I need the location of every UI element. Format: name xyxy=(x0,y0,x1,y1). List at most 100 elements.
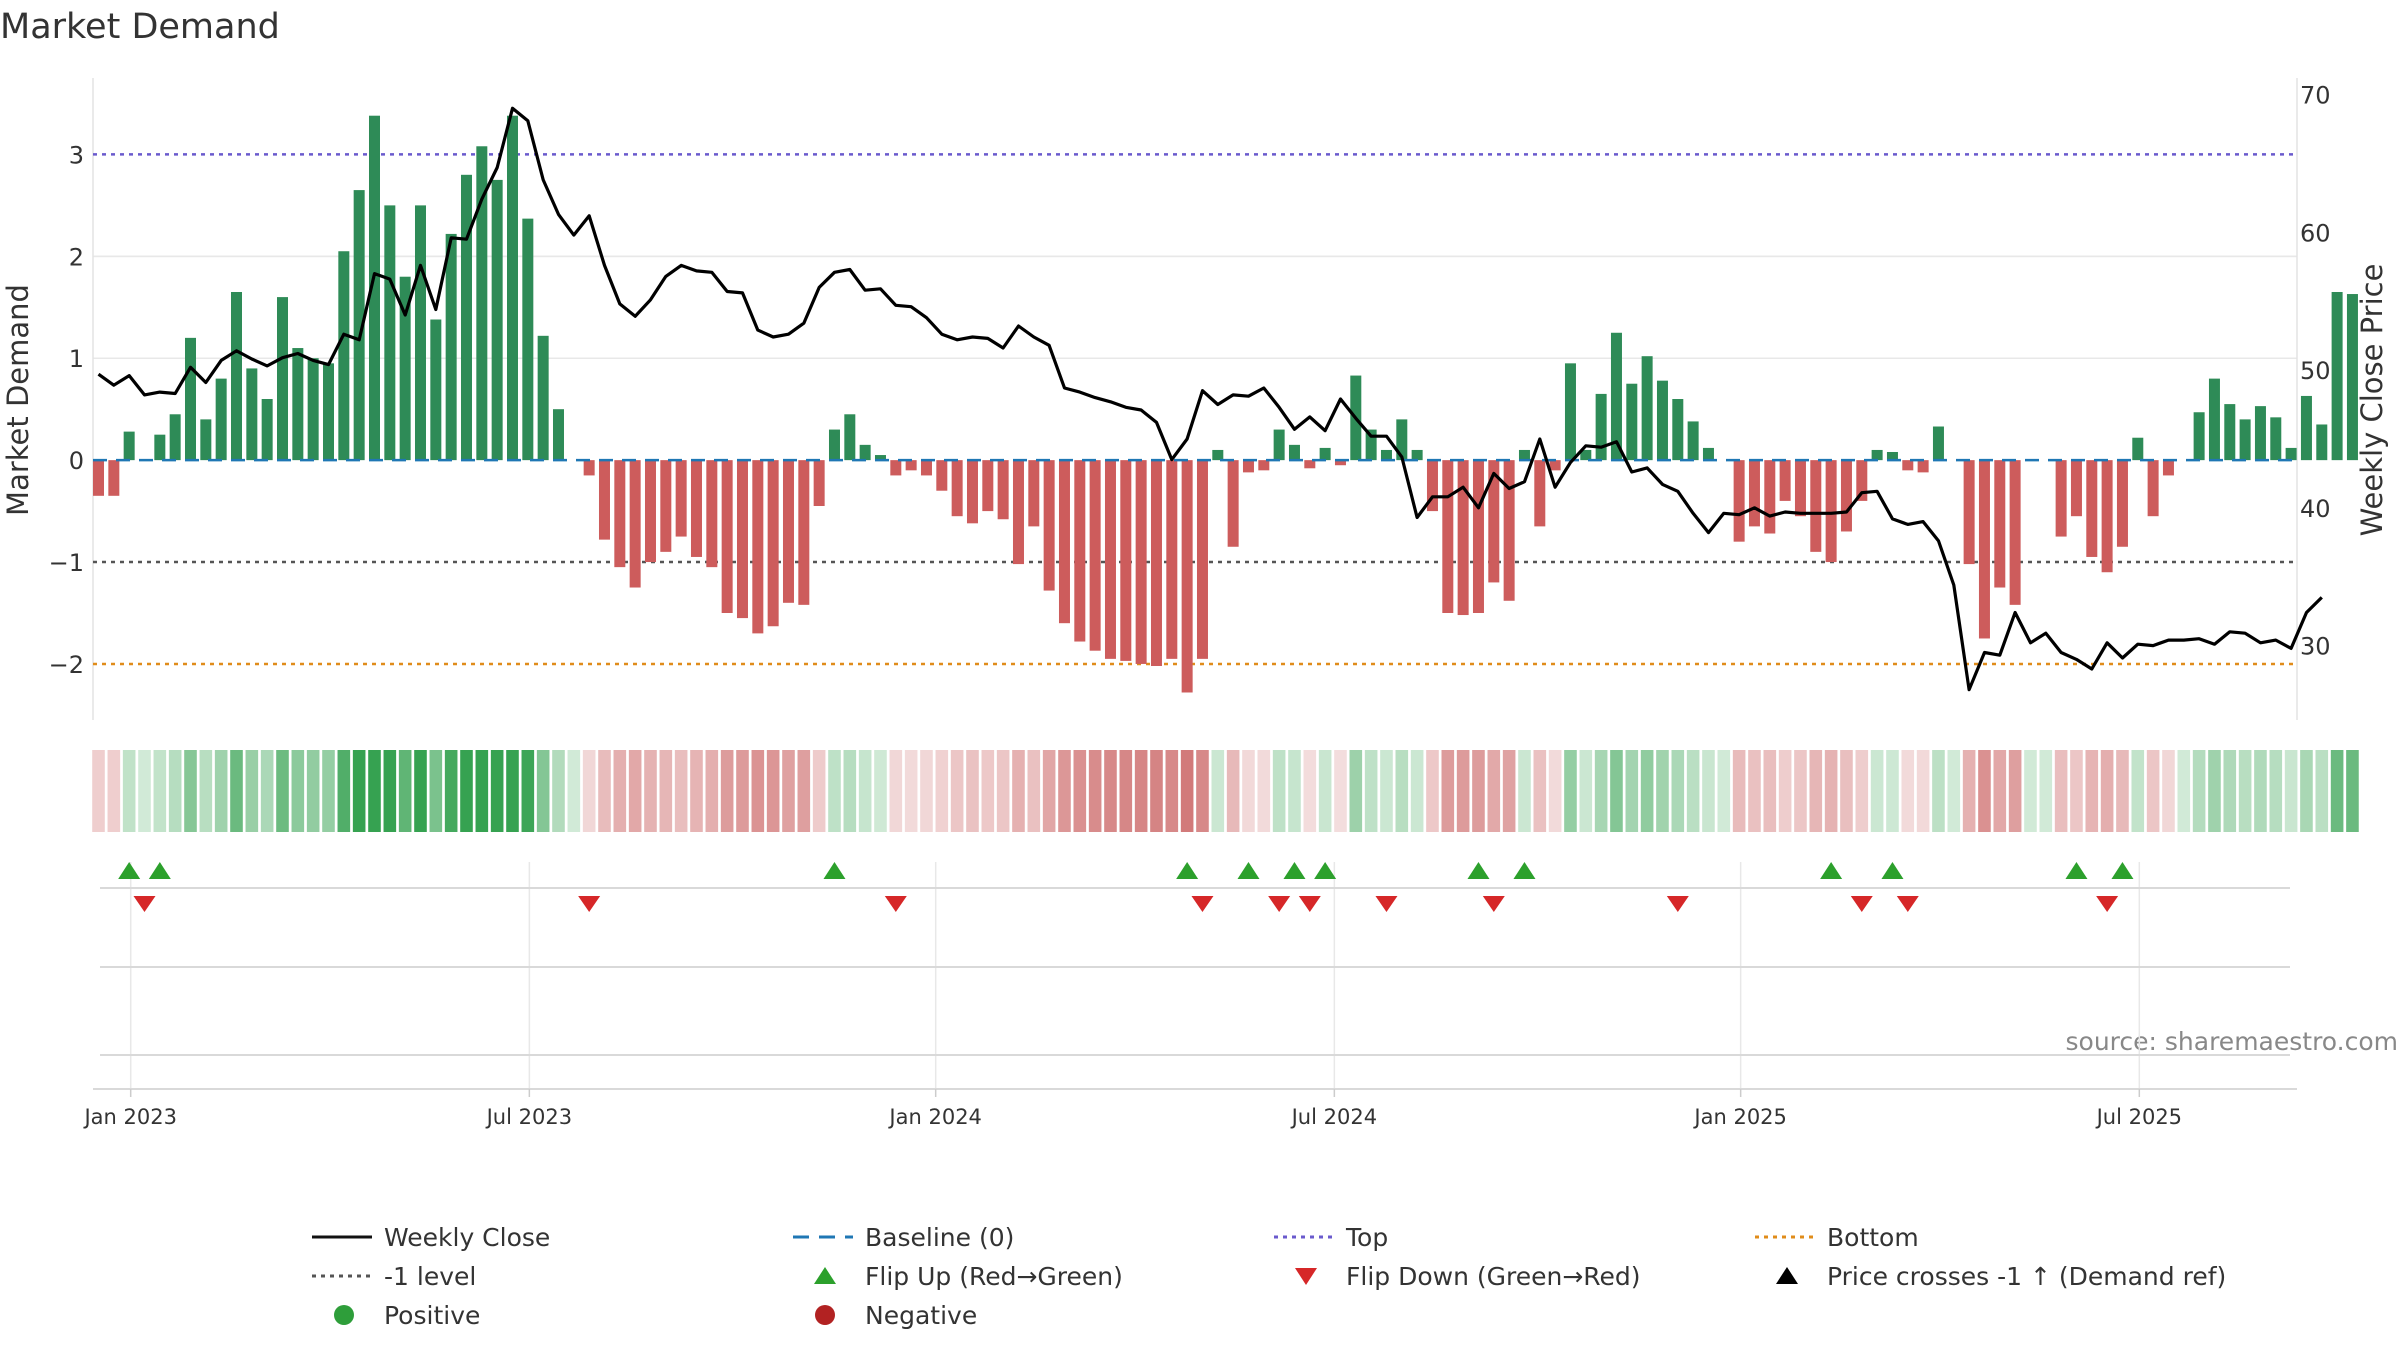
heat-cell-144 xyxy=(2300,750,2313,832)
heat-cell-52 xyxy=(889,750,903,832)
demand-bar-74 xyxy=(1227,460,1239,547)
heat-cell-42 xyxy=(736,750,749,832)
demand-bar-69 xyxy=(1150,460,1162,666)
heat-cell-47 xyxy=(812,750,826,832)
demand-bar-55 xyxy=(936,460,948,491)
heat-cell-46 xyxy=(797,750,811,832)
heat-cell-71 xyxy=(1180,750,1194,832)
legend-label-1: Baseline (0) xyxy=(865,1223,1014,1252)
heat-cell-127 xyxy=(2039,750,2053,832)
demand-bar-92 xyxy=(1503,460,1515,601)
flip-down-marker-11 xyxy=(2096,896,2119,912)
heat-cell-125 xyxy=(2008,750,2022,832)
heat-cell-12 xyxy=(276,750,289,832)
x-tick-0: Jan 2023 xyxy=(82,1105,177,1129)
heat-cell-61 xyxy=(1027,750,1041,832)
heat-cell-112 xyxy=(1809,750,1823,832)
demand-bar-137 xyxy=(2193,412,2205,461)
heat-cell-84 xyxy=(1380,750,1393,832)
heat-cell-131 xyxy=(2100,750,2114,832)
heat-cell-79 xyxy=(1303,750,1317,832)
heat-cell-120 xyxy=(1932,750,1945,832)
demand-bars xyxy=(93,115,2358,693)
flip-up-marker-5 xyxy=(1283,862,1306,879)
heat-cell-124 xyxy=(1993,750,2007,832)
heat-cell-86 xyxy=(1410,750,1424,832)
demand-bar-97 xyxy=(1580,449,1592,461)
demand-bar-91 xyxy=(1488,460,1500,583)
legend-item-8: Positive xyxy=(334,1301,480,1330)
heat-cell-56 xyxy=(950,750,964,832)
heat-cell-132 xyxy=(2116,750,2129,832)
heat-cell-23 xyxy=(444,750,458,832)
legend-item-7: Price crosses -1 ↑ (Demand ref) xyxy=(1776,1262,2226,1291)
demand-bar-140 xyxy=(2239,419,2251,461)
heat-cell-74 xyxy=(1226,750,1240,832)
heat-cell-96 xyxy=(1564,750,1577,832)
heat-cell-130 xyxy=(2085,750,2099,832)
demand-bar-46 xyxy=(798,460,810,605)
heat-cell-147 xyxy=(2346,750,2359,832)
demand-bar-8 xyxy=(215,378,227,461)
demand-bar-128 xyxy=(2055,460,2067,537)
heat-cell-75 xyxy=(1242,750,1255,832)
demand-bar-95 xyxy=(1549,460,1561,471)
heat-cell-65 xyxy=(1088,750,1102,832)
legend-label-3: Bottom xyxy=(1827,1223,1919,1252)
flip-down-marker-1 xyxy=(578,896,601,912)
flip-down-marker-3 xyxy=(1191,896,1214,912)
demand-bar-143 xyxy=(2285,447,2297,461)
heat-cell-1 xyxy=(107,750,121,832)
heat-cell-114 xyxy=(1840,750,1853,832)
heat-cell-66 xyxy=(1104,750,1117,832)
axis-ticks: 3 2 1 0 −1 −2 70 60 50 40 30 Jan 2023 Jul 2023 Jan 20… xyxy=(49,82,2331,1129)
demand-bar-129 xyxy=(2070,460,2082,517)
demand-bar-131 xyxy=(2101,460,2113,573)
heat-cell-119 xyxy=(1916,750,1930,832)
flip-up-marker-7 xyxy=(1467,862,1490,879)
heat-cell-6 xyxy=(184,750,197,832)
heat-cell-143 xyxy=(2284,750,2298,832)
heat-cell-104 xyxy=(1686,750,1700,832)
heat-cell-16 xyxy=(337,750,351,832)
heat-cell-45 xyxy=(782,750,795,832)
heat-cell-32 xyxy=(582,750,596,832)
heat-cell-22 xyxy=(429,750,443,832)
demand-bar-133 xyxy=(2132,437,2144,461)
weekly-close-line xyxy=(97,106,2323,692)
x-tick-3: Jul 2024 xyxy=(1290,1105,1377,1129)
demand-bar-27 xyxy=(506,115,518,461)
demand-bar-53 xyxy=(905,460,917,471)
heat-cell-21 xyxy=(414,750,427,832)
heat-cell-108 xyxy=(1748,750,1761,832)
heat-cell-107 xyxy=(1732,750,1746,832)
x-tick-5: Jul 2025 xyxy=(2095,1105,2182,1129)
demand-bar-28 xyxy=(522,218,534,461)
heat-cell-70 xyxy=(1165,750,1179,832)
heat-cell-73 xyxy=(1211,750,1225,832)
flip-up-marker-9 xyxy=(1820,862,1843,879)
demand-bar-112 xyxy=(1810,460,1822,552)
flip-down-marker-9 xyxy=(1850,896,1873,912)
demand-bar-114 xyxy=(1840,460,1852,532)
demand-bar-78 xyxy=(1288,444,1300,461)
heat-cell-117 xyxy=(1886,750,1899,832)
flip-up-marker-11 xyxy=(2065,862,2088,879)
legend-label-6: Flip Down (Green→Red) xyxy=(1346,1262,1641,1291)
x-tick-2: Jan 2024 xyxy=(887,1105,982,1129)
heat-cell-137 xyxy=(2192,750,2206,832)
demand-bar-29 xyxy=(537,335,549,461)
legend-item-2: Top xyxy=(1274,1223,1388,1252)
heat-cell-105 xyxy=(1702,750,1715,832)
demand-bar-47 xyxy=(813,460,825,506)
demand-bar-75 xyxy=(1242,460,1254,473)
flip-up-marker-12 xyxy=(2111,862,2134,879)
demand-bar-147 xyxy=(2346,294,2358,461)
heat-cell-136 xyxy=(2177,750,2191,832)
demand-bar-38 xyxy=(675,460,687,537)
demand-bar-72 xyxy=(1196,460,1208,659)
heat-cell-25 xyxy=(475,750,489,832)
left-tick-5: −2 xyxy=(49,651,84,679)
demand-bar-107 xyxy=(1733,460,1745,542)
demand-bar-45 xyxy=(782,460,794,603)
